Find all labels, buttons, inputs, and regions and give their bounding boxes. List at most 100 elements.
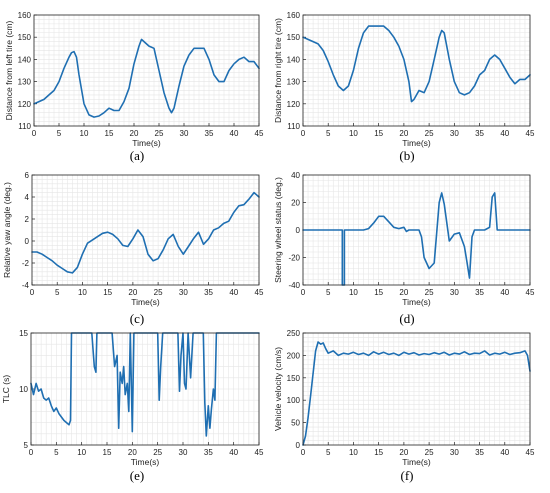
x-tick-label: 25 [155, 129, 164, 138]
x-tick-label: 40 [230, 129, 239, 138]
x-tick-label: 30 [450, 448, 459, 457]
y-tick-label: 10 [19, 385, 28, 394]
y-tick-label: 200 [287, 351, 301, 360]
x-tick-label: 35 [475, 129, 484, 138]
panel-label-c: (c) [130, 311, 144, 326]
x-tick-label: 0 [32, 129, 37, 138]
x-tick-label: 25 [154, 288, 163, 297]
plot-frame [30, 332, 260, 446]
x-tick-label: 35 [475, 288, 484, 297]
x-tick-label: 45 [526, 288, 535, 297]
y-axis-label: Vehicle velocity (cm/s) [273, 347, 283, 431]
panel-label-d: (d) [399, 311, 414, 326]
series-line-d [302, 192, 531, 286]
y-tick-label: 160 [18, 11, 32, 20]
series-line-e [30, 332, 260, 437]
y-tick-label: 2 [25, 215, 30, 224]
chart-panel-d: 0 5 10 15 20 25 30 35 40 45 -40 -20 0 20 40 Time(s) Stee… [273, 171, 535, 326]
y-tick-label: 150 [287, 374, 301, 383]
plot-frame [31, 174, 260, 286]
x-tick-label: 45 [255, 448, 264, 457]
chart-panel-a: 0 5 10 15 20 25 30 35 40 45 110 120 130 140 150 160 Time… [4, 11, 264, 163]
x-tick-label: 30 [179, 288, 188, 297]
y-tick-label: 120 [287, 100, 301, 109]
x-tick-label: 10 [349, 288, 358, 297]
chart-panel-c: 0 5 10 15 20 25 30 35 40 45 -4 -2 0 2 4 6 Time(s) Relativ… [2, 171, 264, 326]
x-tick-label: 30 [450, 288, 459, 297]
x-tick-label: 30 [180, 129, 189, 138]
y-tick-label: 130 [18, 78, 32, 87]
x-axis-label: Time(s) [132, 138, 161, 148]
y-tick-label: -2 [22, 259, 30, 268]
x-tick-label: 15 [374, 288, 383, 297]
plot-frame [302, 174, 531, 286]
series-line-a [33, 38, 260, 118]
x-tick-label: 35 [204, 448, 213, 457]
x-tick-label: 5 [55, 288, 60, 297]
x-tick-label: 20 [399, 129, 408, 138]
panel-label-a: (a) [130, 148, 144, 163]
y-tick-label: 120 [18, 100, 32, 109]
y-tick-label: 100 [287, 396, 301, 405]
y-tick-label: 0 [25, 237, 30, 246]
x-tick-label: 5 [54, 448, 59, 457]
y-tick-label: -4 [22, 281, 30, 290]
series-line-b [302, 25, 531, 103]
y-tick-label: 150 [287, 33, 301, 42]
series-line-c [31, 191, 260, 274]
x-tick-label: 30 [179, 448, 188, 457]
y-axis-label: Distance from left tire (cm) [4, 21, 14, 121]
chart-panel-b: 0 5 10 15 20 25 30 35 40 45 110 120 130 140 150 160 Time… [273, 11, 535, 163]
y-axis-label: Steering wheel status (deg.) [273, 177, 283, 283]
x-axis-label: Time(s) [131, 457, 160, 467]
x-tick-label: 0 [29, 448, 34, 457]
y-tick-label: 50 [291, 419, 300, 428]
x-tick-label: 35 [204, 288, 213, 297]
x-tick-label: 40 [500, 288, 509, 297]
x-axis-label: Time(s) [402, 457, 431, 467]
x-axis-label: Time(s) [131, 297, 160, 307]
y-tick-label: 130 [287, 78, 301, 87]
x-tick-label: 15 [103, 448, 112, 457]
series-line-f [302, 341, 531, 446]
x-tick-label: 45 [526, 448, 535, 457]
x-tick-label: 25 [425, 448, 434, 457]
x-tick-label: 10 [349, 448, 358, 457]
x-tick-label: 0 [30, 288, 35, 297]
x-tick-label: 0 [301, 288, 306, 297]
y-tick-label: 140 [18, 55, 32, 64]
x-tick-label: 25 [425, 129, 434, 138]
x-tick-label: 20 [399, 288, 408, 297]
x-tick-label: 5 [326, 288, 331, 297]
y-tick-label: 20 [291, 199, 300, 208]
x-tick-label: 40 [229, 448, 238, 457]
panel-label-f: (f) [401, 468, 414, 483]
x-tick-label: 45 [526, 129, 535, 138]
x-tick-label: 20 [130, 129, 139, 138]
panel-label-b: (b) [399, 148, 414, 163]
x-tick-label: 35 [475, 448, 484, 457]
y-tick-label: 110 [287, 122, 300, 131]
x-tick-label: 10 [80, 129, 89, 138]
chart-panel-f: 0 5 10 15 20 25 30 35 40 45 0 50 100 150 200 250 Time(s)… [273, 329, 535, 483]
x-tick-label: 0 [301, 448, 306, 457]
x-tick-label: 15 [374, 448, 383, 457]
x-tick-label: 40 [500, 129, 509, 138]
plot-frame [302, 332, 531, 446]
x-tick-label: 20 [399, 448, 408, 457]
x-tick-label: 10 [349, 129, 358, 138]
y-tick-label: 250 [287, 329, 301, 338]
y-tick-label: 4 [25, 193, 30, 202]
x-tick-label: 45 [255, 288, 264, 297]
x-tick-label: 5 [326, 448, 331, 457]
x-tick-label: 15 [374, 129, 383, 138]
x-tick-label: 30 [450, 129, 459, 138]
y-tick-label: -40 [288, 281, 300, 290]
y-tick-label: 40 [291, 171, 300, 180]
x-tick-label: 15 [105, 129, 114, 138]
plot-frame [302, 14, 531, 127]
x-tick-label: 45 [255, 129, 264, 138]
x-tick-label: 10 [77, 448, 86, 457]
